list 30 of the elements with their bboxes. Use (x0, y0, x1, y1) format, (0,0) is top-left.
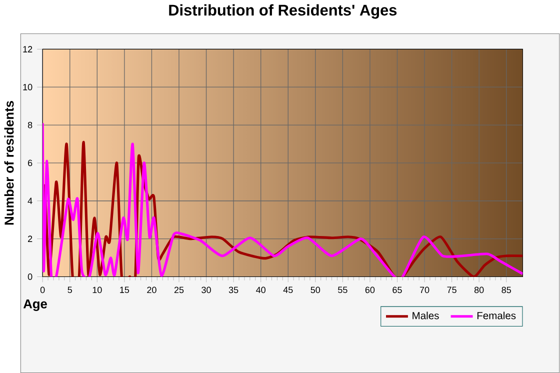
y-tick-label: 12 (23, 46, 32, 52)
x-tick-label: 65 (392, 286, 402, 293)
x-tick-label: 30 (202, 286, 211, 293)
x-tick-label: 0 (40, 286, 45, 293)
x-tick-label: 25 (174, 286, 184, 293)
x-tick-label: 10 (92, 286, 102, 293)
legend-label: Females (477, 311, 516, 320)
legend-label: Males (412, 311, 439, 320)
y-tick-label: 2 (28, 235, 32, 242)
x-axis-title: Age (23, 299, 47, 311)
x-tick-label: 5 (68, 286, 72, 293)
x-tick-label: 55 (338, 286, 348, 293)
x-tick-label: 60 (365, 286, 375, 293)
x-tick-label: 40 (256, 286, 266, 293)
x-tick-label: 45 (283, 286, 293, 293)
chart-title: Distribution of Residents' Ages (169, 4, 397, 19)
x-tick-label: 75 (447, 286, 456, 293)
x-tick-label: 85 (502, 286, 511, 293)
y-tick-label: 8 (28, 122, 32, 128)
y-axis-title: Number of residents (4, 100, 14, 224)
y-tick-label: 4 (28, 198, 32, 204)
x-tick-label: 50 (310, 286, 320, 293)
y-tick-label: 0 (28, 273, 32, 280)
x-tick-label: 35 (228, 286, 238, 293)
x-tick-label: 70 (420, 286, 430, 293)
y-tick-label: 6 (28, 160, 32, 166)
x-tick-label: 80 (474, 286, 484, 293)
x-tick-label: 20 (147, 286, 156, 293)
x-tick-label: 15 (120, 286, 130, 293)
y-tick-label: 10 (23, 84, 32, 90)
